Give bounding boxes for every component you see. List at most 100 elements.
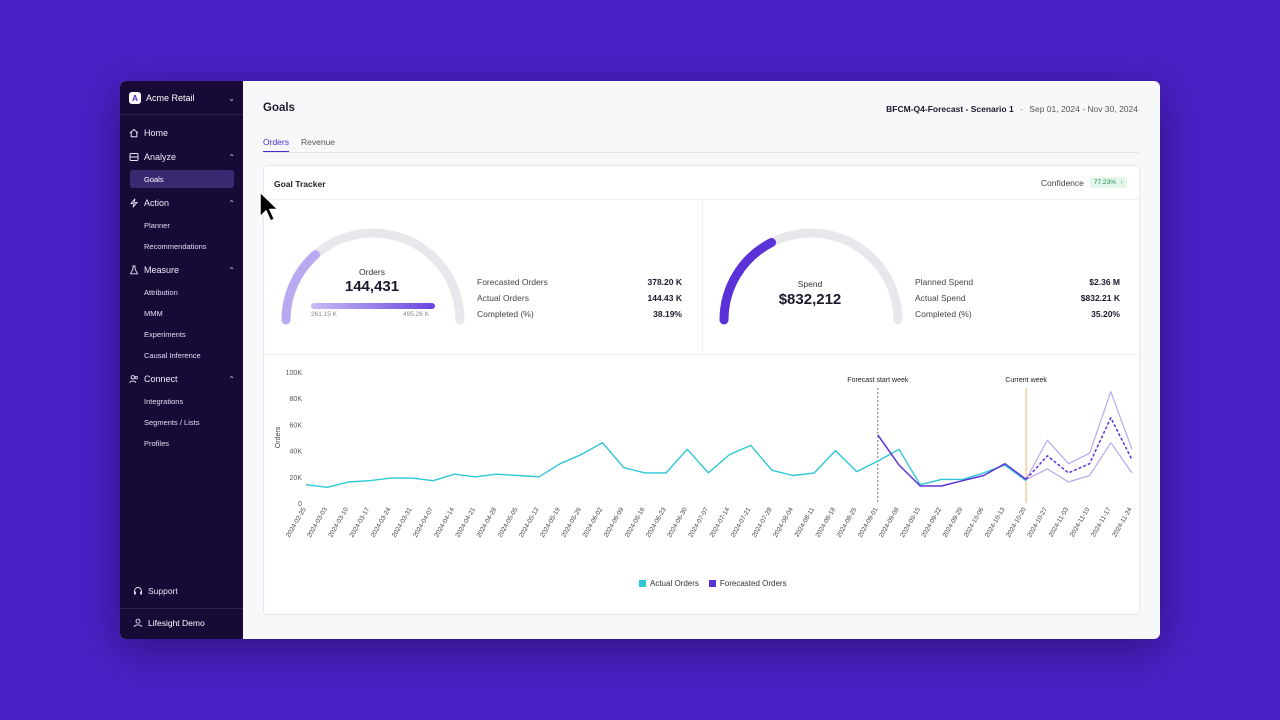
stat-value: 35.20% [1091,309,1120,319]
main-content: Goals BFCM-Q4-Forecast - Scenario 1 - Se… [243,81,1160,639]
y-axis-label: Orders [275,426,282,448]
stat-row: Forecasted Orders 378.20 K [477,274,682,290]
user-name: Lifesight Demo [148,618,205,628]
x-tick-label: 2024-04-21 [454,506,477,539]
x-tick-label: 2024-08-18 [815,506,838,539]
x-tick-label: 2024-11-24 [1111,506,1134,538]
legend-item-actual[interactable]: Actual Orders [639,579,699,588]
sidebar-item-home[interactable]: Home [129,126,235,140]
x-tick-label: 2024-10-13 [984,506,1007,539]
actual-orders-line [305,442,1027,488]
confidence: Confidence 77.23% ↑ [1041,177,1127,188]
scenario-info[interactable]: BFCM-Q4-Forecast - Scenario 1 - Sep 01, … [886,104,1138,114]
legend-label: Actual Orders [650,579,699,588]
sidebar-item-segments[interactable]: Segments / Lists [144,417,200,427]
arrow-up-icon: ↑ [1119,179,1123,186]
scenario-separator: - [1020,104,1023,114]
stat-row: Actual Orders 144.43 K [477,290,682,306]
x-tick-label: 2024-06-02 [582,506,605,539]
stat-row: Completed (%) 38.19% [477,306,682,322]
stat-label: Planned Spend [915,277,974,287]
forecast-upper-line [1025,391,1133,480]
sidebar-divider [120,608,243,609]
annotation-label: Current week [1005,377,1047,384]
spend-stats: Planned Spend $2.36 M Actual Spend $832.21… [915,274,1120,322]
x-tick-label: 2024-06-09 [603,506,626,539]
sidebar-group-measure[interactable]: Measure ⌃ [129,263,235,277]
tab-orders[interactable]: Orders [263,137,289,152]
x-tick-label: 2024-07-21 [730,506,753,539]
x-tick-label: 2024-06-23 [645,506,668,539]
x-tick-label: 2024-09-22 [920,506,943,539]
kpi-divider [702,200,703,354]
sidebar-item-integrations[interactable]: Integrations [144,396,184,406]
user-icon [133,618,143,628]
sidebar-item-profiles[interactable]: Profiles [144,438,170,448]
sidebar-group-action[interactable]: Action ⌃ [129,196,235,210]
spend-gauge-value: $832,212 [778,291,842,308]
sidebar-group-connect[interactable]: Connect ⌃ [129,372,235,386]
goal-tracker-card: Goal Tracker Confidence 77.23% ↑ Orders … [263,165,1141,615]
sidebar-item-label: Home [144,128,169,138]
app-window: A Acme Retail ⌄ Home Analyze ⌃ Goals Act… [120,81,1160,639]
x-tick-label: 2024-07-28 [751,506,774,539]
home-icon [129,128,139,138]
tab-bar: Orders Revenue [263,137,1139,153]
x-tick-label: 2024-08-04 [772,506,795,539]
forecasted-orders-projection-line [1025,417,1133,480]
spend-gauge-fill [719,238,776,325]
scenario-name: BFCM-Q4-Forecast - Scenario 1 [886,104,1014,114]
tab-revenue[interactable]: Revenue [301,137,336,147]
mouse-cursor-icon [259,190,280,222]
sidebar-group-analyze[interactable]: Analyze ⌃ [129,150,235,164]
x-tick-label: 2024-06-16 [624,506,647,539]
forecasted-orders-line [877,434,1027,487]
x-tick-label: 2024-10-27 [1026,506,1049,539]
y-tick-label: 40K [290,449,303,456]
legend-swatch-forecast [708,580,716,587]
x-tick-label: 2024-03-10 [327,506,350,539]
sidebar-item-attribution[interactable]: Attribution [144,287,178,297]
support-link[interactable]: Support [133,586,178,596]
x-tick-label: 2024-03-03 [306,506,329,539]
support-label: Support [148,586,178,596]
x-tick-label: 2024-09-08 [878,506,901,539]
y-tick-label: 0 [298,501,302,508]
y-tick-label: 100K [286,370,303,377]
chevron-down-icon: ⌄ [228,93,235,103]
forecast-lower-line [1025,442,1133,483]
sidebar-item-planner[interactable]: Planner [144,220,170,230]
x-tick-label: 2024-09-01 [857,506,880,539]
kpi-divider [264,354,1141,355]
confidence-value: 77.23% [1093,179,1116,186]
stat-value: $2.36 M [1089,277,1120,287]
orders-range-min: 261.15 K [311,311,338,318]
x-tick-label: 2024-05-26 [560,506,583,539]
sidebar-item-goals[interactable]: Goals [130,170,234,188]
orders-line-chart: 100K80K60K40K20K0Orders2024-02-252024-03… [275,370,1134,539]
user-menu[interactable]: Lifesight Demo [133,618,205,628]
org-switcher[interactable]: A Acme Retail ⌄ [129,90,235,106]
spend-gauge-label: Spend [797,279,823,289]
sidebar-item-experiments[interactable]: Experiments [144,329,186,339]
x-tick-label: 2024-02-25 [285,506,308,539]
x-tick-label: 2024-03-31 [391,506,414,539]
sidebar-item-recommendations[interactable]: Recommendations [144,241,207,251]
x-tick-label: 2024-11-10 [1069,506,1092,538]
sidebar-item-label: Connect [144,374,178,384]
chart-legend: Actual Orders Forecasted Orders [639,579,797,588]
annotation-label: Forecast start week [847,377,909,384]
x-tick-label: 2024-08-11 [794,506,817,538]
stat-row: Planned Spend $2.36 M [915,274,1120,290]
x-tick-label: 2024-03-17 [349,506,372,539]
legend-item-forecast[interactable]: Forecasted Orders [708,579,787,588]
x-tick-label: 2024-08-25 [836,506,859,539]
sidebar-item-causal-inference[interactable]: Causal Inference [144,350,201,360]
sidebar-item-mmm[interactable]: MMM [144,308,163,318]
spend-gauge [719,228,903,325]
stat-label: Actual Orders [477,293,529,303]
orders-gauge-label: Orders [359,267,385,277]
orders-stats: Forecasted Orders 378.20 K Actual Orders 1… [477,274,682,322]
x-tick-label: 2024-05-12 [518,506,541,539]
scenario-dates: Sep 01, 2024 - Nov 30, 2024 [1029,104,1138,114]
